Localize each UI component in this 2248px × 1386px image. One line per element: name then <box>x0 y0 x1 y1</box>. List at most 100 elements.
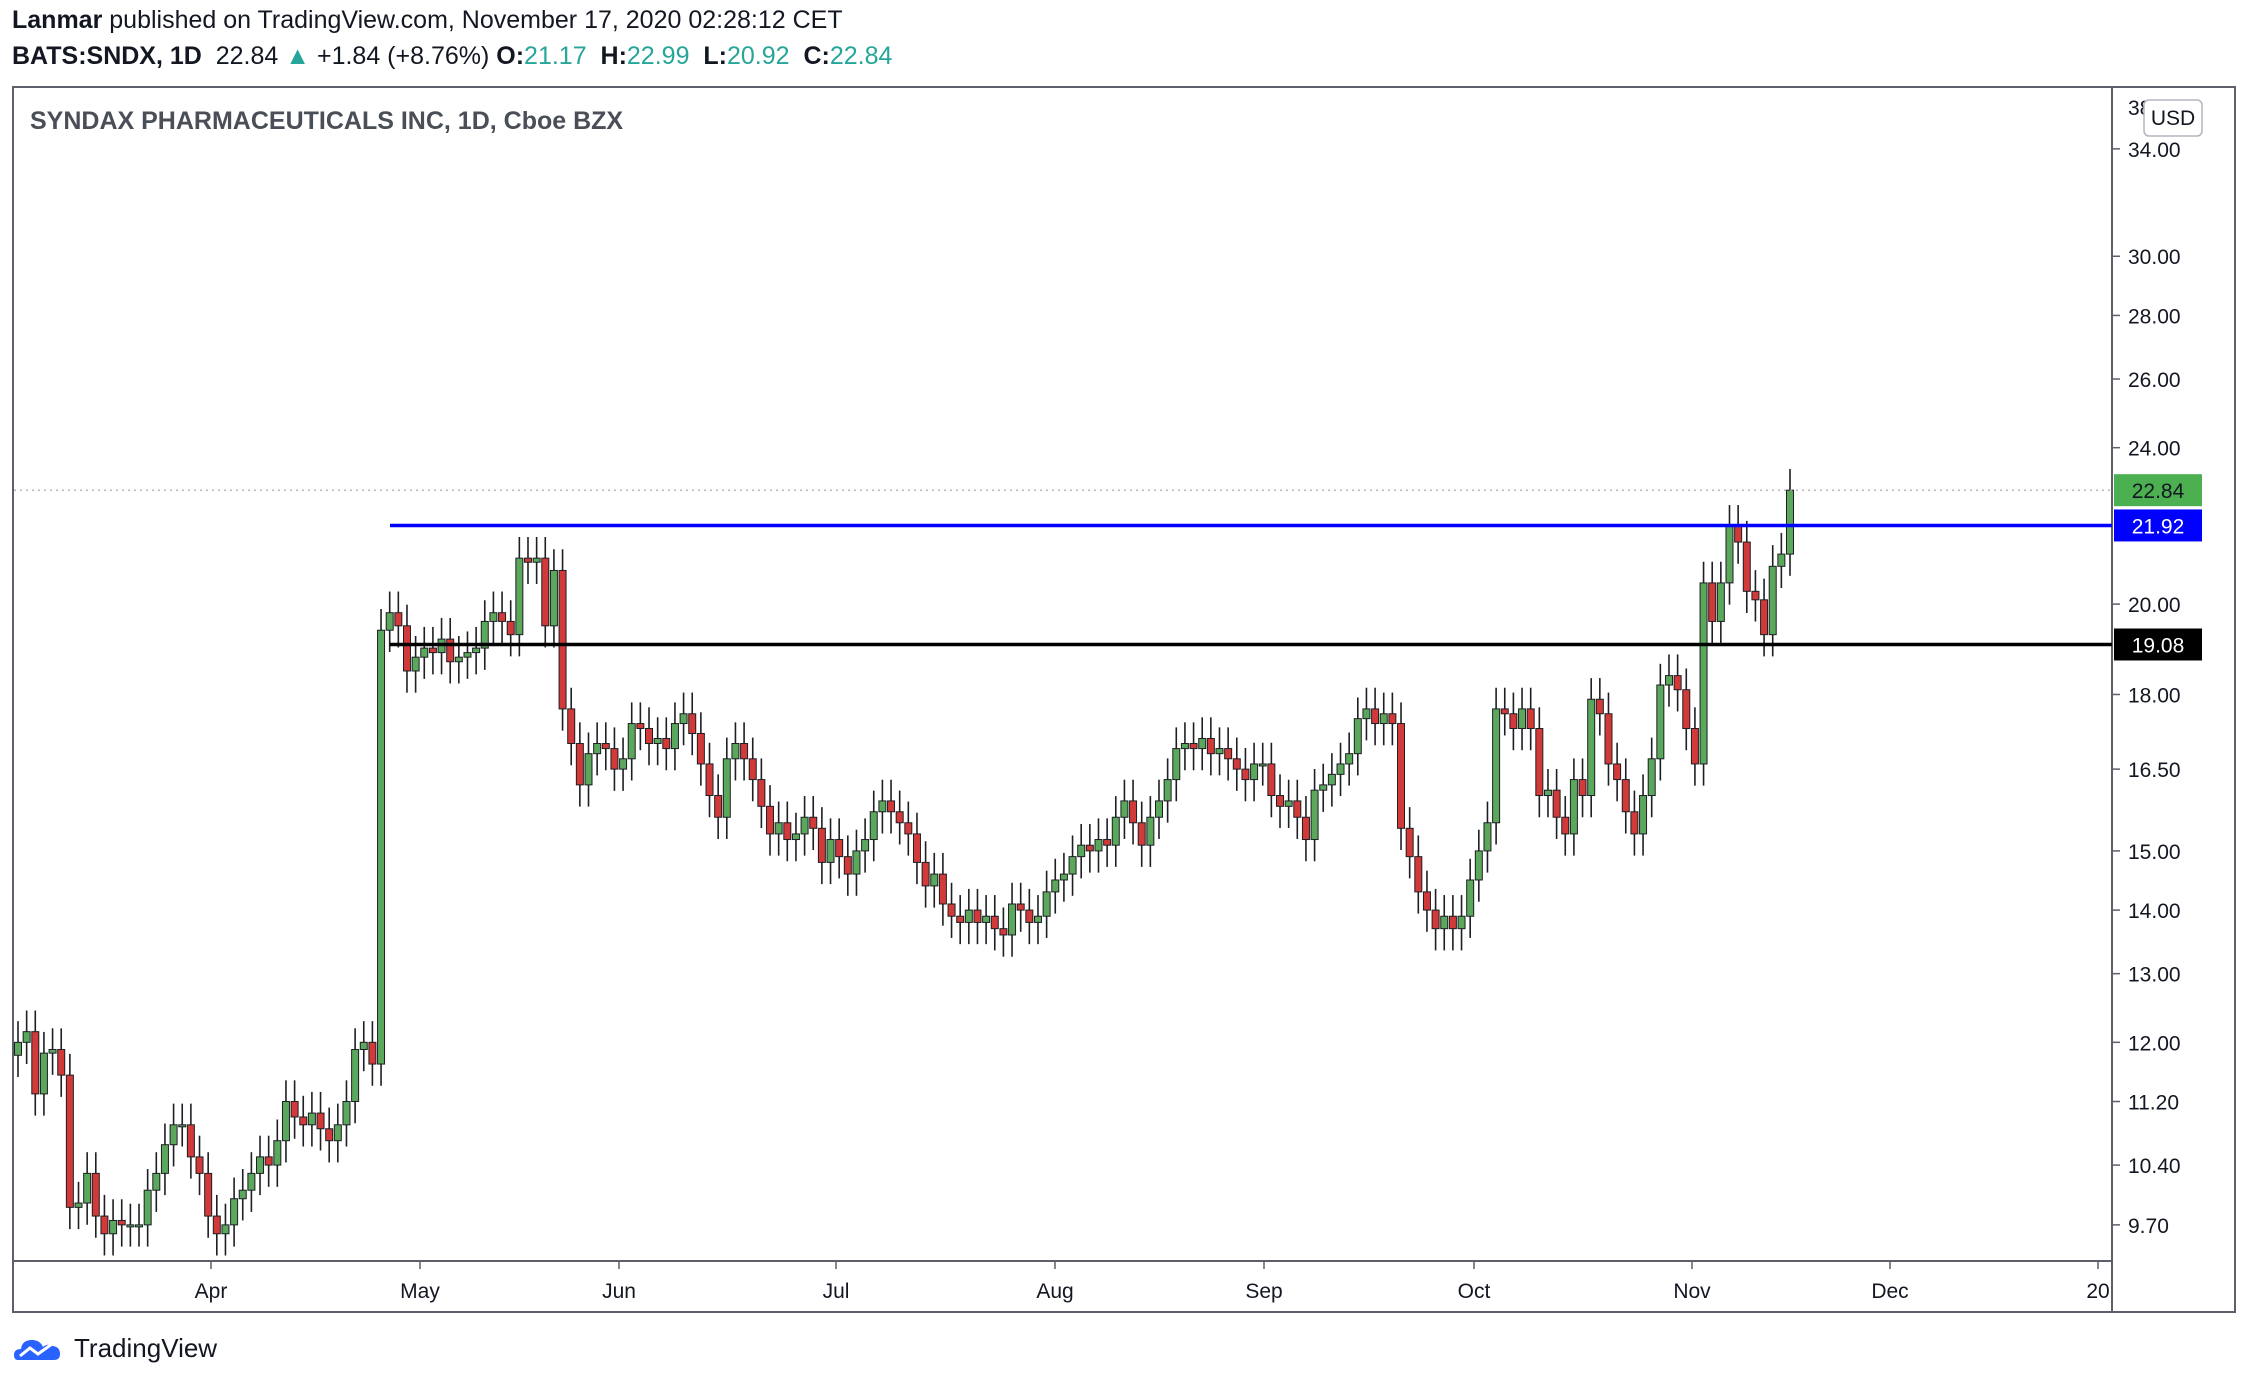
candle-up <box>1569 779 1578 835</box>
x-tick-label: Jun <box>602 1280 636 1303</box>
candle-up <box>1483 822 1492 852</box>
candle-up <box>1180 743 1189 750</box>
price-axis[interactable]: 34.00 30.00 28.00 26.00 24.00 20.00 18.00 16.50… <box>2112 97 2181 1238</box>
candle-up <box>109 1219 118 1235</box>
candle-down <box>1103 839 1112 846</box>
candle-up <box>48 1049 57 1054</box>
candle-up <box>1310 789 1319 841</box>
candle-up <box>385 612 394 631</box>
candle-down <box>368 1041 377 1065</box>
candle-down <box>91 1172 100 1217</box>
candle-down <box>1267 763 1276 797</box>
candle-up <box>679 713 688 725</box>
candle-down <box>1301 816 1310 841</box>
footer-brand: TradingView <box>74 1333 218 1363</box>
y-tick-label: 11.20 <box>2128 1092 2179 1115</box>
candle-up <box>852 850 861 875</box>
candle-down <box>817 827 826 863</box>
candle-up <box>14 1041 22 1056</box>
candle-up <box>653 737 662 745</box>
last-price-label: 22.84 <box>2132 480 2185 503</box>
candle-down <box>186 1124 195 1158</box>
candle-down <box>195 1156 204 1174</box>
candle-down <box>1734 525 1743 543</box>
candle-down <box>212 1215 221 1235</box>
candle-down <box>428 647 437 654</box>
candle-down <box>1293 800 1302 818</box>
author-name: Lanmar <box>12 6 103 34</box>
open-value: 21.17 <box>524 42 587 70</box>
candle-up <box>515 557 524 636</box>
candle-down <box>636 723 645 730</box>
ticker-symbol: BATS:SNDX, 1D <box>12 42 202 70</box>
candle-up <box>39 1052 48 1095</box>
candle-down <box>990 915 999 930</box>
candle-up <box>307 1112 316 1126</box>
candle-down <box>714 795 723 818</box>
candle-up <box>1647 758 1656 797</box>
candle-down <box>601 743 610 750</box>
candle-up <box>160 1144 169 1174</box>
candle-down <box>117 1219 126 1226</box>
y-tick-label: 16.50 <box>2128 759 2181 782</box>
candle-up <box>1664 675 1673 686</box>
x-tick-label: May <box>400 1280 440 1303</box>
candle-up <box>1345 753 1354 765</box>
candle-up <box>472 647 481 654</box>
candle-down <box>558 569 567 710</box>
candle-down <box>65 1074 74 1208</box>
candle-down <box>1760 599 1769 636</box>
ohlc-legend: BATS:SNDX, 1D 22.84 ▲ +1.84 (+8.76%) O:2… <box>12 42 892 71</box>
candle-up <box>1284 800 1293 807</box>
candle-down <box>1371 708 1380 725</box>
candle-down <box>1708 582 1717 622</box>
candle-down <box>1129 800 1138 824</box>
candle-up <box>791 833 800 841</box>
candle-up <box>256 1156 265 1174</box>
candle-down <box>1509 713 1518 730</box>
candle-up <box>1474 850 1483 881</box>
currency-button[interactable]: USD <box>2143 99 2203 137</box>
candle-down <box>696 732 705 765</box>
time-axis[interactable]: Apr May Jun Jul Aug Sep Oct Nov Dec 20 <box>195 1261 2110 1303</box>
candle-down <box>1189 743 1198 750</box>
candle-up <box>1059 873 1068 881</box>
candle-up <box>1215 748 1224 755</box>
y-tick-label: 24.00 <box>2128 438 2181 461</box>
chart-frame[interactable] <box>12 86 2236 1313</box>
price-axis-label-bg <box>2114 509 2202 542</box>
close-value: 22.84 <box>829 42 893 70</box>
candle-up <box>1154 800 1163 818</box>
candle-down <box>1535 728 1544 797</box>
candle-up <box>1198 737 1207 750</box>
candle-up <box>273 1140 282 1166</box>
tradingview-logo[interactable]: TradingView <box>12 1333 217 1364</box>
candle-up <box>1379 713 1388 725</box>
candle-down <box>264 1156 273 1166</box>
candle-down <box>1276 795 1285 807</box>
candle-down <box>740 743 749 760</box>
candle-down <box>1613 763 1622 781</box>
candle-down <box>523 557 532 563</box>
candle-up <box>627 723 636 760</box>
candle-up <box>1250 763 1259 781</box>
candle-up <box>869 811 878 841</box>
candle-down <box>766 805 775 835</box>
candle-up <box>670 723 679 750</box>
candle-down <box>290 1101 299 1118</box>
candle-down <box>645 728 654 745</box>
candle-down <box>1025 909 1034 923</box>
candle-down <box>1682 689 1691 730</box>
y-tick-label: 28.00 <box>2128 305 2181 328</box>
last-price-label-bg <box>2114 474 2202 507</box>
horizontal-lines[interactable]: 21.92 19.08 22.84 <box>14 474 2202 661</box>
price-axis-label-bg <box>2114 628 2202 661</box>
candle-up <box>221 1224 230 1235</box>
candle-up <box>1543 789 1552 797</box>
candle-up <box>593 743 602 755</box>
candle-up <box>1172 748 1181 781</box>
x-tick-label: Sep <box>1245 1280 1282 1303</box>
candle-up <box>1768 565 1777 636</box>
candle-up <box>1362 708 1371 720</box>
